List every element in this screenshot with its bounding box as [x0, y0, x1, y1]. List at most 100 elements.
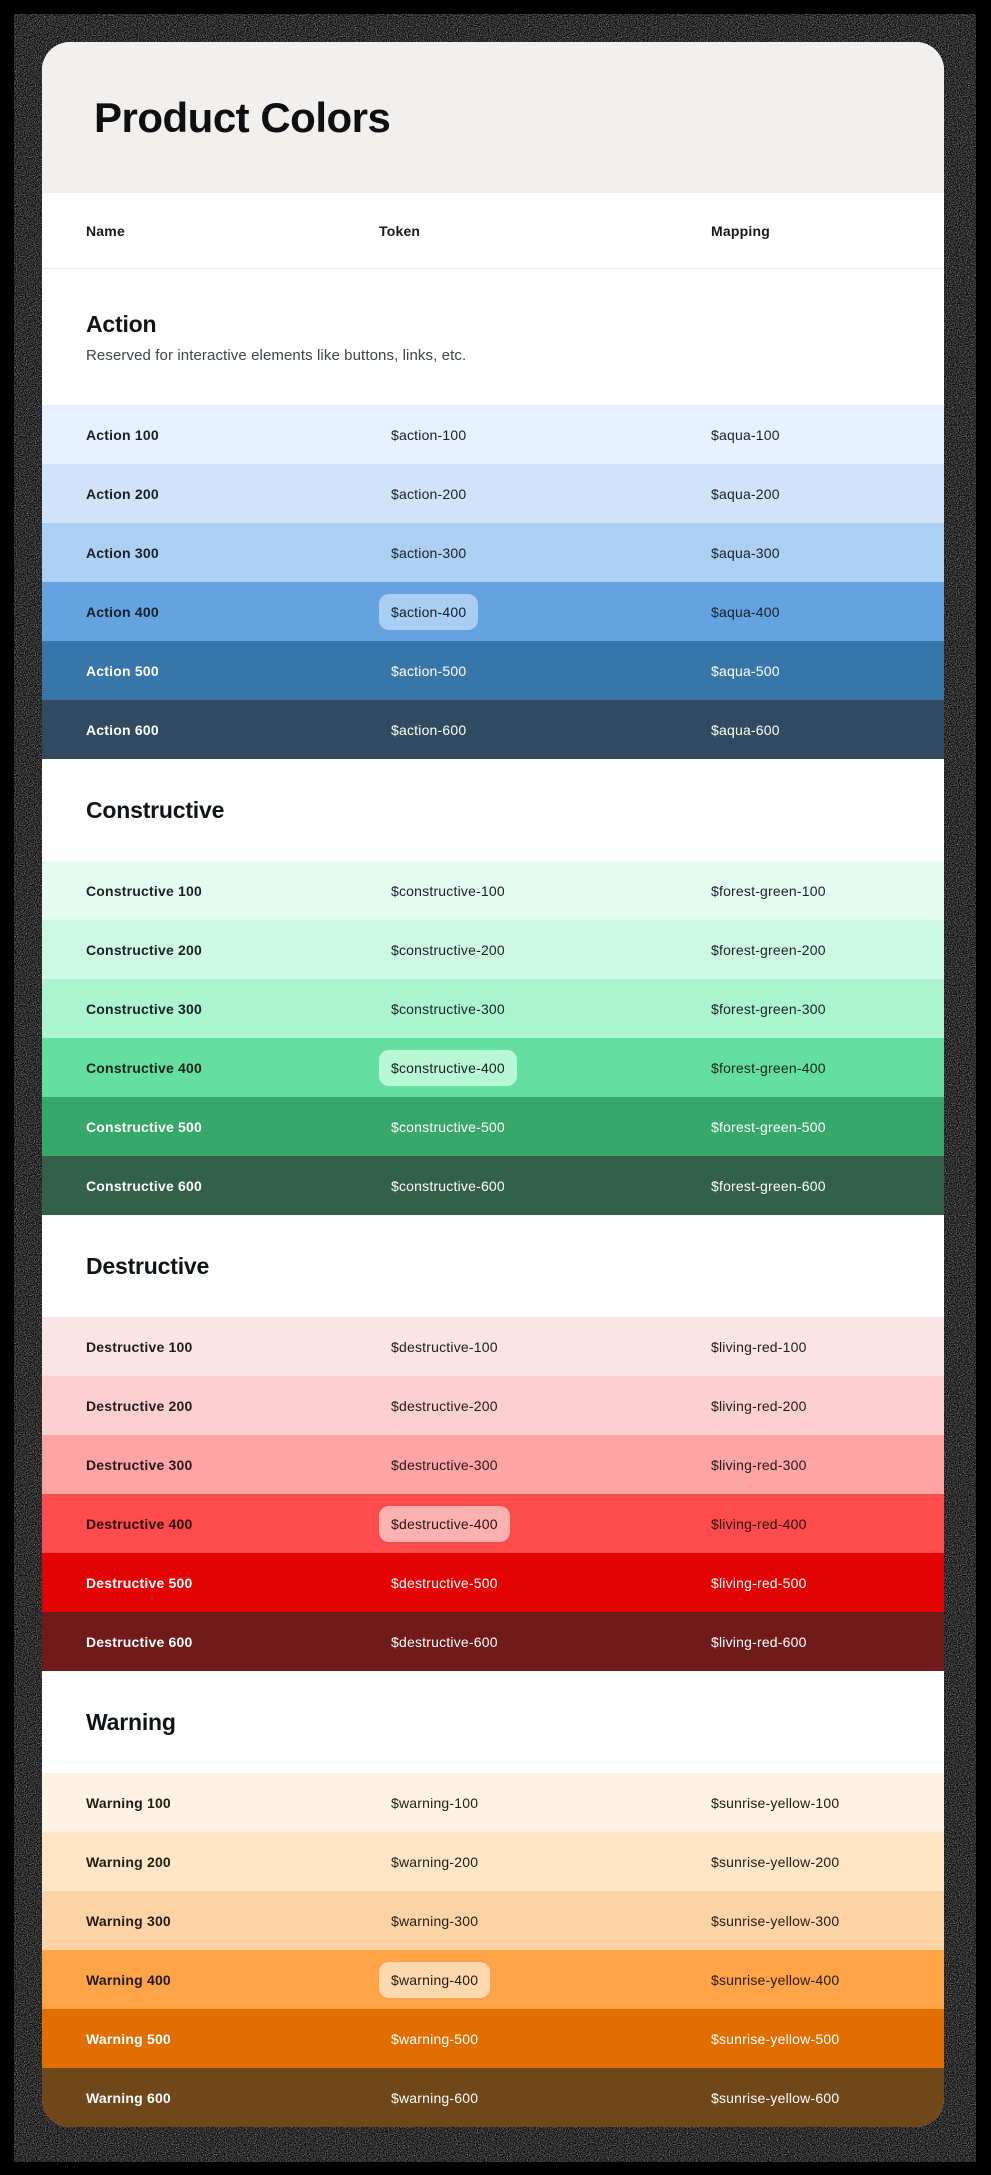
- row-token[interactable]: $warning-600: [391, 2089, 479, 2106]
- section-rows: Action 100 $action-100 $aqua-100 Action …: [42, 405, 944, 759]
- color-row: Constructive 100 $constructive-100 $fore…: [42, 861, 944, 920]
- row-token[interactable]: $warning-100: [391, 1794, 479, 1811]
- row-token[interactable]: $action-600: [391, 721, 467, 738]
- row-name: Action 400: [86, 603, 159, 620]
- color-row: Constructive 300 $constructive-300 $fore…: [42, 979, 944, 1038]
- row-token-cell: $constructive-300: [379, 1001, 517, 1017]
- section-header: Action Reserved for interactive elements…: [42, 269, 944, 405]
- row-name: Destructive 500: [86, 1574, 193, 1591]
- color-sections: Action Reserved for interactive elements…: [42, 269, 944, 2127]
- row-name: Warning 600: [86, 2089, 171, 2106]
- row-mapping: $sunrise-yellow-600: [711, 2089, 840, 2106]
- color-row: Action 500 $action-500 $aqua-500: [42, 641, 944, 700]
- section-header: Warning: [42, 1671, 944, 1773]
- row-token[interactable]: $action-300: [391, 544, 467, 561]
- column-header-name: Name: [86, 222, 125, 239]
- row-mapping: $living-red-300: [711, 1456, 807, 1473]
- row-mapping: $sunrise-yellow-100: [711, 1794, 840, 1811]
- row-mapping: $forest-green-600: [711, 1177, 826, 1194]
- row-mapping: $sunrise-yellow-200: [711, 1853, 840, 1870]
- row-token[interactable]: $destructive-500: [391, 1574, 498, 1591]
- row-token-cell: $destructive-600: [379, 1634, 510, 1650]
- row-token[interactable]: $action-200: [391, 485, 467, 502]
- row-token-cell: $constructive-600: [379, 1178, 517, 1194]
- row-mapping: $forest-green-400: [711, 1059, 826, 1076]
- color-section: Destructive Destructive 100 $destructive…: [42, 1215, 944, 1671]
- row-name: Action 500: [86, 662, 159, 679]
- row-mapping: $living-red-400: [711, 1515, 807, 1532]
- row-mapping: $aqua-600: [711, 721, 780, 738]
- row-name: Warning 500: [86, 2030, 171, 2047]
- section-rows: Warning 100 $warning-100 $sunrise-yellow…: [42, 1773, 944, 2127]
- row-token[interactable]: $warning-300: [391, 1912, 479, 1929]
- row-mapping: $sunrise-yellow-400: [711, 1971, 840, 1988]
- row-mapping: $aqua-200: [711, 485, 780, 502]
- table-header: Name Token Mapping: [42, 193, 944, 269]
- row-token-cell: $action-100: [379, 427, 478, 443]
- row-mapping: $aqua-500: [711, 662, 780, 679]
- color-row: Action 400 $action-400 $aqua-400: [42, 582, 944, 641]
- row-token-cell: $action-500: [379, 663, 478, 679]
- row-token[interactable]: $warning-400: [379, 1961, 491, 1998]
- row-mapping: $sunrise-yellow-500: [711, 2030, 840, 2047]
- row-token[interactable]: $destructive-300: [391, 1456, 498, 1473]
- row-token[interactable]: $constructive-400: [379, 1049, 517, 1086]
- row-name: Constructive 500: [86, 1118, 203, 1135]
- row-token[interactable]: $destructive-100: [391, 1338, 498, 1355]
- color-row: Constructive 400 $constructive-400 $fore…: [42, 1038, 944, 1097]
- row-name: Action 600: [86, 721, 159, 738]
- row-token-cell: $destructive-100: [379, 1339, 510, 1355]
- row-token[interactable]: $warning-500: [391, 2030, 479, 2047]
- color-section: Warning Warning 100 $warning-100 $sunris…: [42, 1671, 944, 2127]
- row-mapping: $forest-green-300: [711, 1000, 826, 1017]
- row-token-cell: $warning-200: [379, 1854, 490, 1870]
- row-token[interactable]: $destructive-200: [391, 1397, 498, 1414]
- section-title: Action: [86, 310, 157, 337]
- color-row: Action 200 $action-200 $aqua-200: [42, 464, 944, 523]
- row-token[interactable]: $action-400: [379, 593, 479, 630]
- section-description: Reserved for interactive elements like b…: [86, 346, 467, 364]
- color-section: Constructive Constructive 100 $construct…: [42, 759, 944, 1215]
- color-row: Warning 400 $warning-400 $sunrise-yellow…: [42, 1950, 944, 2009]
- row-name: Action 100: [86, 426, 159, 443]
- row-token[interactable]: $constructive-100: [391, 882, 505, 899]
- color-row: Constructive 500 $constructive-500 $fore…: [42, 1097, 944, 1156]
- row-name: Action 300: [86, 544, 159, 561]
- row-token[interactable]: $constructive-200: [391, 941, 505, 958]
- row-token-cell: $action-300: [379, 545, 478, 561]
- section-header: Destructive: [42, 1215, 944, 1317]
- row-mapping: $aqua-300: [711, 544, 780, 561]
- row-token[interactable]: $constructive-500: [391, 1118, 505, 1135]
- section-title: Warning: [86, 1708, 176, 1735]
- row-token-cell: $warning-600: [379, 2090, 490, 2106]
- row-mapping: $aqua-400: [711, 603, 780, 620]
- row-name: Warning 200: [86, 1853, 171, 1870]
- section-title: Destructive: [86, 1252, 210, 1279]
- row-name: Destructive 300: [86, 1456, 193, 1473]
- section-header: Constructive: [42, 759, 944, 861]
- row-token-cell: $warning-500: [379, 2031, 490, 2047]
- row-token-cell: $destructive-500: [379, 1575, 510, 1591]
- row-mapping: $living-red-600: [711, 1633, 807, 1650]
- row-token-cell: $constructive-100: [379, 883, 517, 899]
- row-token[interactable]: $destructive-400: [379, 1505, 510, 1542]
- color-row: Destructive 200 $destructive-200 $living…: [42, 1376, 944, 1435]
- row-mapping: $forest-green-100: [711, 882, 826, 899]
- row-token-cell: $action-400: [379, 593, 479, 630]
- row-mapping: $sunrise-yellow-300: [711, 1912, 840, 1929]
- row-token-cell: $warning-400: [379, 1961, 491, 1998]
- row-mapping: $living-red-500: [711, 1574, 807, 1591]
- row-token[interactable]: $warning-200: [391, 1853, 479, 1870]
- row-name: Warning 400: [86, 1971, 171, 1988]
- section-rows: Destructive 100 $destructive-100 $living…: [42, 1317, 944, 1671]
- color-row: Warning 100 $warning-100 $sunrise-yellow…: [42, 1773, 944, 1832]
- row-token[interactable]: $destructive-600: [391, 1633, 498, 1650]
- row-token[interactable]: $action-100: [391, 426, 467, 443]
- row-token[interactable]: $constructive-600: [391, 1177, 505, 1194]
- color-row: Warning 600 $warning-600 $sunrise-yellow…: [42, 2068, 944, 2127]
- row-name: Destructive 100: [86, 1338, 193, 1355]
- color-row: Action 600 $action-600 $aqua-600: [42, 700, 944, 759]
- row-token-cell: $destructive-300: [379, 1457, 510, 1473]
- row-token[interactable]: $action-500: [391, 662, 467, 679]
- row-token[interactable]: $constructive-300: [391, 1000, 505, 1017]
